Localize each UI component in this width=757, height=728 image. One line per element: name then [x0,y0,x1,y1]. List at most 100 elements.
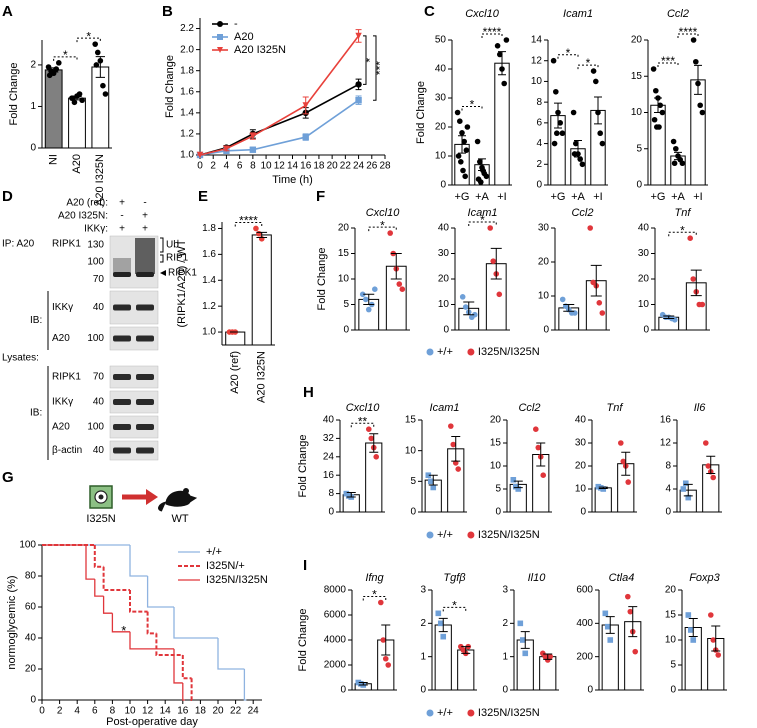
y-tick-label: 0 [536,180,542,191]
y-tick-label: 0 [420,685,426,696]
y-tick-label: 4 [665,484,671,495]
y-tick-label: 15 [405,415,417,426]
panel-title: Ccl2 [518,402,540,414]
mw-marker: 70 [93,372,105,383]
data-point [463,147,470,153]
data-point [196,151,204,159]
data-point [710,474,717,481]
legend-label: I325N/I325N [478,707,540,719]
y-tick-label: 8000 [324,585,347,596]
y-tick-label: 16 [660,415,672,426]
blot-smear [113,258,131,274]
data-point [690,37,697,43]
data-point [710,637,717,643]
legend-label: I325N/I325N [478,529,540,541]
data-point [483,173,490,180]
panel-title: Il10 [528,572,547,584]
blot-strip [109,415,159,439]
data-point [547,653,554,660]
y-tick-label: 0 [670,685,676,696]
data-point [632,648,639,655]
x-tick-label: 14 [287,161,299,172]
x-tick-label: A20 (ref) [229,351,241,394]
y-tick-label: 400 [576,618,593,629]
survival-step [190,678,194,701]
y-tick-label: 0 [343,325,349,336]
data-point [76,91,83,97]
mw-marker: 100 [87,422,104,433]
data-point [590,68,597,74]
blot-band [136,374,154,380]
y-tick-label: 1.8 [202,223,216,234]
blot-annotation: Ub [166,240,179,251]
significance-bracket [368,226,397,232]
data-point [685,494,692,501]
panel-title: Tgfβ [443,572,466,584]
blot-band [113,304,131,311]
y-tick-label: 1.0 [180,150,194,161]
blot-smear [135,238,155,274]
blot-band [136,272,154,277]
y-tick-label: 1.8 [180,65,194,76]
error-bar [461,646,471,654]
x-tick-label: 16 [300,161,312,172]
y-tick-label: 10 [435,151,447,162]
legend-marker [467,709,475,717]
x-tick-label: 8 [250,161,256,172]
bar [650,104,666,186]
blot-band [113,335,131,342]
data-point [368,435,375,442]
legend-marker [426,531,434,539]
y-tick-label: 0 [495,507,501,518]
data-point [650,66,657,72]
x-tick-label: 10 [261,161,273,172]
y-tick-label: 1 [30,101,36,112]
y-axis-label: (RIPK1/A20) / WT [176,239,188,327]
x-tick-label: 18 [195,706,207,717]
data-point [497,51,503,58]
data-point [593,78,599,85]
survival-step [173,648,183,684]
blot-strip [109,365,159,389]
error-bar [690,269,702,297]
x-tick-label: +I [593,191,602,203]
y-tick-label: 1.0 [202,327,216,338]
data-point [651,116,658,123]
legend-marker [217,34,223,40]
panel-letter: B [162,3,173,20]
blot-band [136,335,154,342]
error-bar [520,631,530,649]
data-point [522,650,529,657]
data-point [94,49,101,56]
error-bar [563,304,575,312]
error-bar [381,624,391,656]
survival-step [93,545,104,568]
y-tick-label: 2.2 [180,23,194,34]
data-point [355,97,362,104]
panel-title: Ccl2 [571,207,593,219]
y-tick-label: 40 [575,415,587,426]
data-point [382,655,389,662]
y-tick-label: 2 [502,618,508,629]
significance-label: * [566,46,571,60]
data-point [599,140,606,147]
row-label: β-actin [52,445,82,456]
error-bar [590,264,602,297]
y-tick-label: 0 [665,507,671,518]
x-tick-label: 20 [212,706,224,717]
error-bar [390,253,402,280]
blot-band [136,424,154,430]
y-tick-label: 2000 [324,660,347,671]
data-point [487,225,494,231]
panel-letter: E [198,188,208,205]
error-bar [674,151,682,161]
legend-marker [467,348,475,356]
data-point [362,296,369,303]
blot-band [113,424,131,430]
bar [365,442,383,513]
data-point [715,652,722,658]
data-point [659,109,666,116]
x-tick-label: +A [671,191,685,203]
survival-step [102,566,130,591]
rip1-bracket [160,254,164,263]
